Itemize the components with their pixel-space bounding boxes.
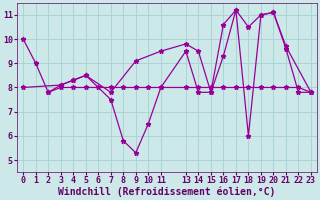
X-axis label: Windchill (Refroidissement éolien,°C): Windchill (Refroidissement éolien,°C) [58, 187, 276, 197]
